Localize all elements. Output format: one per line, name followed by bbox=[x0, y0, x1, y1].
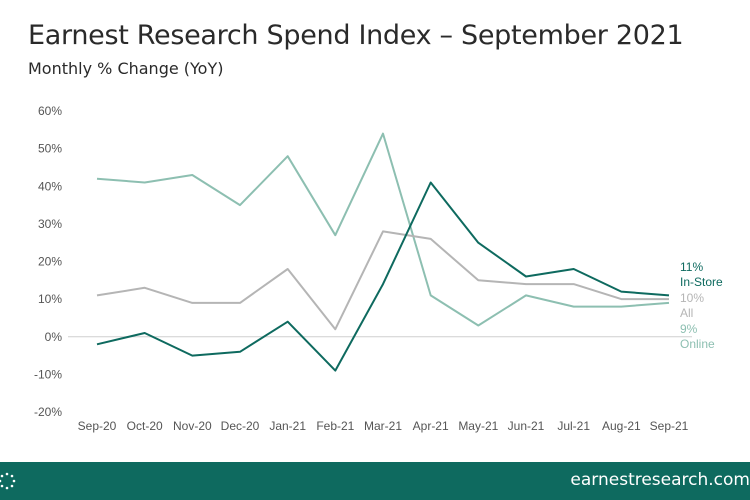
series-line-online bbox=[96, 132, 670, 327]
y-tick-label: 30% bbox=[38, 217, 62, 231]
x-tick-label: Mar-21 bbox=[364, 419, 402, 433]
end-labels: 9%Online 10%All 11%In-Store bbox=[680, 260, 723, 351]
dotted-circle-icon bbox=[0, 472, 16, 490]
y-tick-label: 0% bbox=[45, 330, 63, 344]
y-tick-label: -10% bbox=[34, 367, 62, 381]
series-line-all bbox=[96, 230, 669, 331]
y-tick-label: -20% bbox=[34, 405, 62, 419]
x-tick-label: Dec-20 bbox=[221, 419, 260, 433]
y-tick-label: 50% bbox=[38, 142, 62, 156]
x-axis: Sep-20 Oct-20 Nov-20 Dec-20 Jan-21 Feb-21 Mar-… bbox=[78, 419, 689, 433]
x-tick-label: Jun-21 bbox=[508, 419, 545, 433]
y-axis: 60% 50% 40% 30% 20% 10% 0% -10% -20% bbox=[34, 104, 62, 419]
x-tick-label: Jan-21 bbox=[269, 419, 306, 433]
y-tick-label: 40% bbox=[38, 179, 62, 193]
x-tick-label: Oct-20 bbox=[127, 419, 163, 433]
footer-url[interactable]: earnestresearch.com bbox=[570, 470, 750, 490]
end-value-label-in-store: 11% bbox=[680, 260, 703, 274]
y-tick-label: 60% bbox=[38, 104, 62, 118]
x-tick-label: May-21 bbox=[458, 419, 498, 433]
end-name-label-online: Online bbox=[680, 337, 715, 351]
x-tick-label: Apr-21 bbox=[413, 419, 449, 433]
x-tick-label: Nov-20 bbox=[173, 419, 212, 433]
series-line-in-store bbox=[96, 181, 670, 372]
end-name-label-in-store: In-Store bbox=[680, 275, 723, 289]
x-tick-label: Feb-21 bbox=[316, 419, 354, 433]
line-chart: 60% 50% 40% 30% 20% 10% 0% -10% -20% Sep-20 Oct-2… bbox=[34, 104, 723, 433]
end-value-label-all: 10% bbox=[680, 291, 704, 305]
footer-bar: earnestresearch.com bbox=[0, 462, 750, 500]
x-tick-label: Sep-21 bbox=[650, 419, 689, 433]
series-lines bbox=[96, 132, 670, 372]
x-tick-label: Aug-21 bbox=[602, 419, 641, 433]
y-tick-label: 10% bbox=[38, 292, 62, 306]
y-tick-label: 20% bbox=[38, 255, 62, 269]
chart-title: Earnest Research Spend Index – September… bbox=[28, 20, 684, 51]
x-tick-label: Sep-20 bbox=[78, 419, 117, 433]
x-tick-label: Jul-21 bbox=[557, 419, 590, 433]
end-value-label-online: 9% bbox=[680, 322, 698, 336]
end-name-label-all: All bbox=[680, 306, 693, 320]
chart-subtitle: Monthly % Change (YoY) bbox=[28, 59, 224, 78]
